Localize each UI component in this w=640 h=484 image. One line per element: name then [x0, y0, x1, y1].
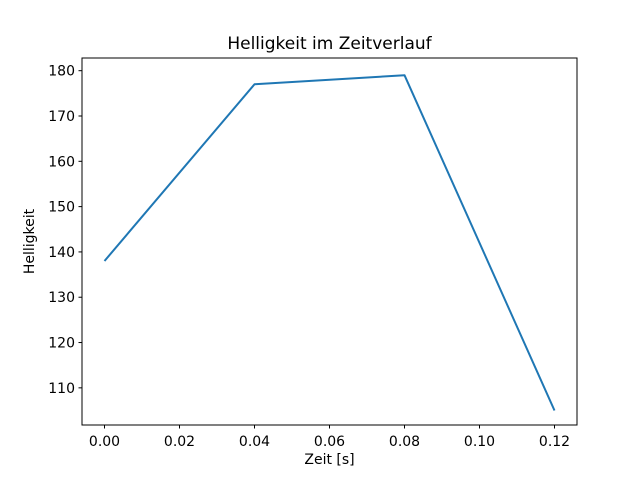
chart-title: Helligkeit im Zeitverlauf — [227, 34, 432, 54]
y-tick-label: 170 — [48, 109, 75, 125]
x-axis-ticks: 0.00 0.02 0.04 0.06 0.08 0.10 0.12 — [89, 425, 570, 450]
y-tick-label: 180 — [48, 64, 75, 80]
x-tick-label: 0.00 — [89, 434, 120, 450]
y-tick-label: 130 — [48, 290, 75, 306]
y-axis-ticks: 110 120 130 140 150 160 170 180 — [48, 64, 82, 397]
y-tick-label: 140 — [48, 245, 75, 261]
x-tick-label: 0.12 — [539, 434, 570, 450]
x-tick-label: 0.04 — [239, 434, 270, 450]
y-axis-label: Helligkeit — [22, 208, 38, 274]
data-line-series — [103, 74, 556, 411]
x-tick-label: 0.06 — [314, 434, 345, 450]
y-tick-label: 110 — [48, 381, 75, 397]
x-axis-label: Zeit [s] — [304, 452, 354, 468]
x-tick-label: 0.02 — [164, 434, 195, 450]
y-tick-label: 120 — [48, 336, 75, 352]
axes-frame — [81, 57, 578, 426]
x-tick-label: 0.08 — [389, 434, 420, 450]
x-tick-label: 0.10 — [464, 434, 495, 450]
y-tick-label: 160 — [48, 154, 75, 170]
y-tick-label: 150 — [48, 200, 75, 216]
